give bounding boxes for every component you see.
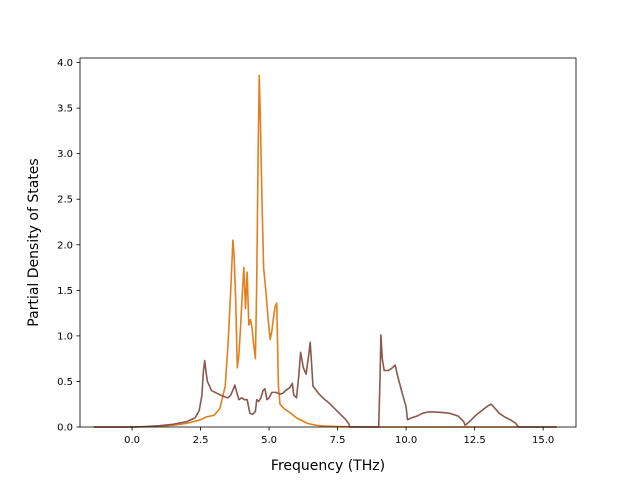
x-tick-label: 12.5 bbox=[463, 435, 485, 446]
y-tick-label: 1.5 bbox=[57, 286, 73, 297]
y-tick-label: 3.5 bbox=[57, 104, 73, 115]
series-line-2 bbox=[93, 334, 557, 428]
x-tick-label: 2.5 bbox=[193, 435, 209, 446]
x-axis-ticks: 0.0 2.5 5.0 7.5 10.0 12.5 15.0 bbox=[124, 427, 554, 446]
y-tick-label: 1.0 bbox=[57, 331, 73, 342]
series-line-1 bbox=[93, 74, 557, 428]
x-tick-label: 15.0 bbox=[532, 435, 554, 446]
x-tick-label: 5.0 bbox=[261, 435, 277, 446]
series-layer bbox=[93, 74, 557, 428]
y-tick-label: 0.5 bbox=[57, 377, 73, 388]
plot-background bbox=[80, 58, 576, 427]
x-axis-label: Frequency (THz) bbox=[271, 458, 385, 474]
y-tick-label: 2.5 bbox=[57, 195, 73, 206]
plot-frame bbox=[79, 57, 577, 428]
x-tick-label: 10.0 bbox=[395, 435, 417, 446]
y-axis-label: Partial Density of States bbox=[26, 158, 42, 326]
y-tick-label: 3.0 bbox=[57, 149, 73, 160]
y-tick-label: 4.0 bbox=[57, 58, 73, 69]
y-tick-label: 0.0 bbox=[57, 423, 73, 434]
x-tick-label: 0.0 bbox=[124, 435, 140, 446]
y-axis-ticks: 0.0 0.5 1.0 1.5 2.0 2.5 3.0 3.5 4.0 bbox=[57, 58, 80, 434]
x-tick-label: 7.5 bbox=[330, 435, 346, 446]
y-tick-label: 2.0 bbox=[57, 240, 73, 251]
